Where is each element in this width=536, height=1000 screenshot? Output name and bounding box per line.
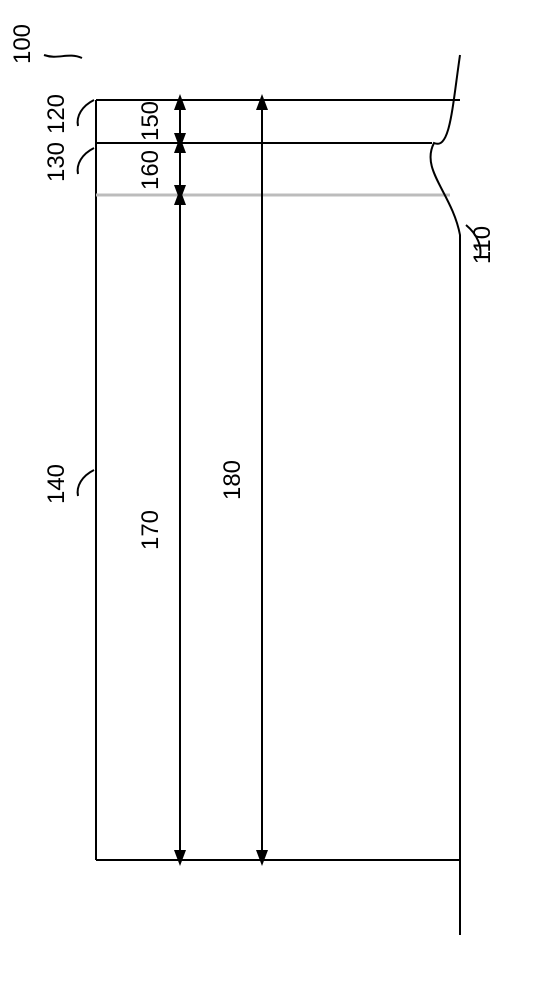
leader-100 [44, 55, 82, 58]
label-100: 100 [9, 24, 36, 64]
label-110: 110 [469, 226, 496, 264]
label-140: 140 [43, 464, 70, 504]
label-130: 130 [43, 142, 70, 182]
dim-label-170: 170 [137, 510, 164, 550]
label-120: 120 [43, 94, 70, 134]
leader-120 [78, 100, 94, 126]
leader-140 [78, 470, 94, 496]
dim-label-150: 150 [137, 101, 164, 141]
cross-section-diagram: 110 120 130 140 100 150 160 170 180 [0, 0, 536, 1000]
right-cut-edge [431, 55, 460, 935]
dim-label-160: 160 [137, 150, 164, 190]
dim-label-180: 180 [219, 460, 246, 500]
leader-130 [78, 148, 94, 174]
